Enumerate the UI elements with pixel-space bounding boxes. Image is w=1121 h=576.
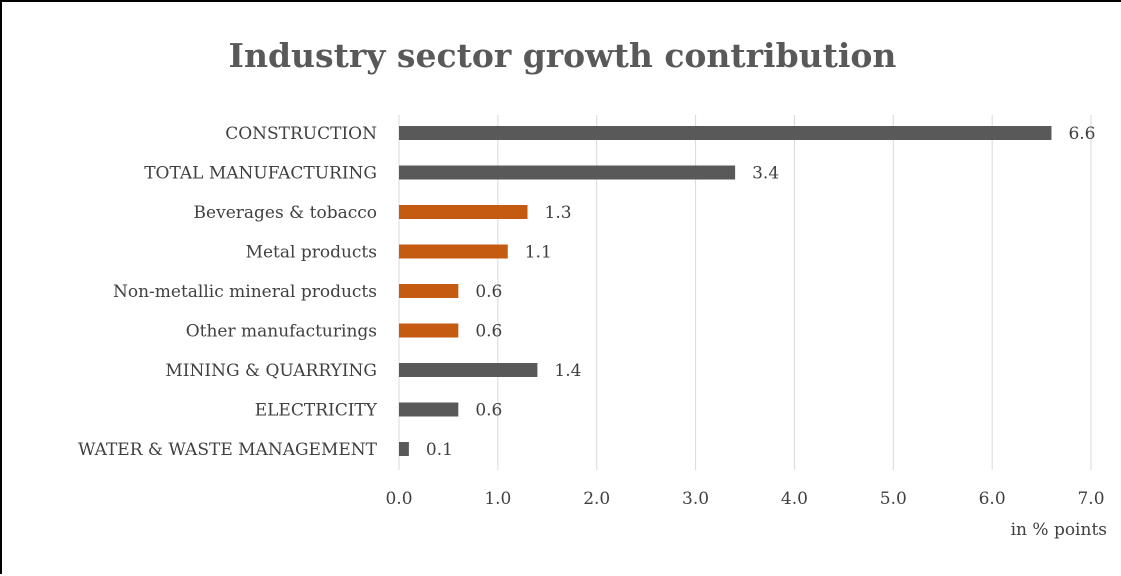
data-label: 6.6 <box>1068 124 1095 144</box>
bar <box>399 126 1052 140</box>
bar <box>399 363 538 377</box>
category-label: CONSTRUCTION <box>225 124 377 144</box>
bar <box>399 284 459 298</box>
category-label: Metal products <box>246 243 377 263</box>
bar <box>399 323 459 338</box>
category-label: TOTAL MANUFACTURING <box>144 164 377 184</box>
data-label: 1.1 <box>525 243 552 263</box>
data-label: 1.4 <box>554 361 581 381</box>
x-tick-label: 0.0 <box>385 489 412 509</box>
data-label: 0.6 <box>475 401 502 421</box>
chart-title: Industry sector growth contribution <box>228 36 897 75</box>
bar <box>399 165 736 180</box>
bar <box>399 205 528 219</box>
x-tick-label: 6.0 <box>979 489 1006 509</box>
x-tick-label: 5.0 <box>880 489 907 509</box>
category-label: Other manufacturings <box>186 322 377 342</box>
bar <box>399 244 508 259</box>
x-tick-label: 1.0 <box>484 489 511 509</box>
category-label: Beverages & tobacco <box>194 203 377 223</box>
x-tick-label: 4.0 <box>781 489 808 509</box>
category-label: WATER & WASTE MANAGEMENT <box>78 440 378 460</box>
data-label: 0.6 <box>475 282 502 302</box>
data-label: 0.1 <box>426 440 453 460</box>
data-label: 3.4 <box>752 164 779 184</box>
category-label: ELECTRICITY <box>255 401 378 421</box>
data-label: 1.3 <box>545 203 572 223</box>
bar <box>399 402 459 417</box>
category-label: Non-metallic mineral products <box>113 282 377 302</box>
category-label: MINING & QUARRYING <box>165 361 377 381</box>
bar <box>399 442 409 456</box>
x-tick-label: 3.0 <box>682 489 709 509</box>
x-tick-label: 2.0 <box>583 489 610 509</box>
x-axis-title: in % points <box>1011 520 1107 540</box>
data-label: 0.6 <box>475 322 502 342</box>
x-tick-label: 7.0 <box>1077 489 1104 509</box>
